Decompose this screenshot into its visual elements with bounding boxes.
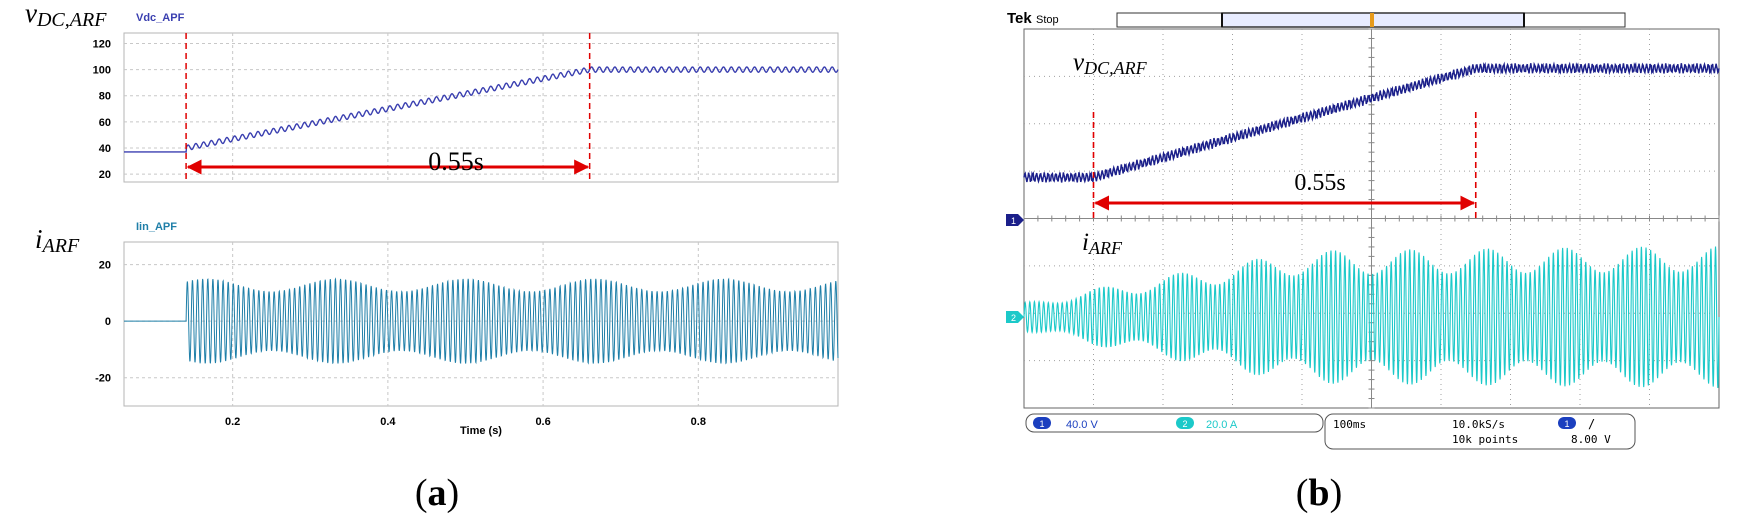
a-bottom-xtick: 0.8 [691,416,706,428]
scope-current-label: iARF [1082,229,1123,258]
a-top-markers [185,33,591,182]
scope-duration-label: 0.55s [1294,170,1345,196]
a-top-frame [123,32,839,183]
a-bottom-xticks: 0.2 0.4 0.6 0.8 [225,416,706,428]
a-top-ytick: 20 [99,169,111,181]
a-current-label-main: i [35,224,43,254]
scope-voltage-label: vDC,ARF [1073,49,1148,78]
a-top-plot: 20 40 60 80 100 120 0.55s [93,32,839,183]
a-vdc-trace [124,66,839,153]
a-voltage-label-sub: DC,ARF [36,9,107,31]
scope-ch1-trace [1023,61,1720,184]
panel-b: Tek Stop 1 2 0.55s vDC,ARF iARF [1006,10,1720,514]
caption-a: (a) [415,472,459,514]
scope-ch1-marker-label: 1 [1011,216,1016,226]
a-bottom-ytick: 20 [99,260,111,272]
scope-ch1-scale: 40.0 V [1066,419,1098,431]
a-top-ytick: 100 [93,65,111,77]
scope-trigger-channel: 1 [1564,419,1569,429]
a-current-label: iARF [35,224,80,257]
a-bottom-xtick: 0.4 [380,416,396,428]
scope-ch2-marker: 2 [1006,311,1024,323]
scope-timebase: 100ms [1333,418,1366,431]
a-bottom-frame [123,241,839,407]
a-top-ytick: 60 [99,117,111,129]
a-bottom-gridlines [124,242,838,406]
a-top-ytick: 80 [99,91,111,103]
a-duration-label: 0.55s [428,147,484,176]
a-bottom-yticks: 20 0 -20 [95,260,111,385]
scope-ch1-marker: 1 [1006,214,1024,226]
scope-ch2-marker-label: 2 [1011,313,1016,323]
scope-trigger-symbol: / [1588,417,1595,431]
a-bottom-xtick: 0.6 [535,416,550,428]
a-top-yticks: 20 40 60 80 100 120 [93,38,111,181]
scope-ch2-scale: 20.0 A [1206,419,1238,431]
scope-voltage-label-sub: DC,ARF [1083,58,1147,78]
a-bottom-xtick: 0.2 [225,416,240,428]
caption-a-letter: a [428,472,447,514]
a-bottom-ytick: -20 [95,373,111,385]
a-voltage-label: vDC,ARF [25,0,107,31]
panel-a: vDC,ARF Vdc_APF 20 40 60 80 100 120 0.55s iAR… [25,0,839,514]
scope-current-label-main: i [1082,229,1089,256]
a-bottom-legend: Iin_APF [136,221,177,233]
scope-ch2-trace [1023,246,1720,389]
scope-trigger-badge [1558,417,1576,429]
a-voltage-label-main: v [25,0,37,28]
a-bottom-ytick: 0 [105,316,111,328]
scope-state: Stop [1036,14,1059,26]
scope-ch1-badge-number: 1 [1039,419,1044,429]
caption-b-open: ( [1296,472,1309,514]
scope-time-markers [1092,112,1477,222]
a-top-ytick: 40 [99,143,111,155]
scope-voltage-label-main: v [1073,49,1085,76]
a-current-label-sub: ARF [41,235,80,257]
a-top-ytick: 120 [93,38,111,50]
scope-ch1-badge [1033,417,1051,429]
scope-record-length: 10k points [1452,433,1518,446]
scope-channel-box [1025,413,1324,433]
caption-b-close: ) [1330,472,1343,514]
scope-trigger-level: 8.00 V [1571,433,1611,446]
scope-sample-rate: 10.0kS/s [1452,418,1505,431]
a-top-legend: Vdc_APF [136,12,185,24]
a-bottom-plot: 20 0 -20 0.2 0.4 0.6 0.8 Time (s) [95,241,839,437]
scope-trigger-position [1370,13,1374,27]
scope-readout: 1 40.0 V 2 20.0 A 100ms 10.0kS/s 10k poi… [1025,413,1636,450]
caption-a-close: ) [447,472,460,514]
caption-b: (b) [1296,472,1342,514]
caption-b-letter: b [1308,472,1329,514]
scope-ch2-badge [1176,417,1194,429]
scope-ch2-badge-number: 2 [1182,419,1187,429]
scope-timebase-box [1324,413,1636,450]
a-x-axis-label: Time (s) [460,425,502,437]
caption-a-open: ( [415,472,428,514]
scope-current-label-sub: ARF [1088,238,1123,258]
scope-brand: Tek [1007,10,1032,27]
a-iin-trace [124,277,839,365]
